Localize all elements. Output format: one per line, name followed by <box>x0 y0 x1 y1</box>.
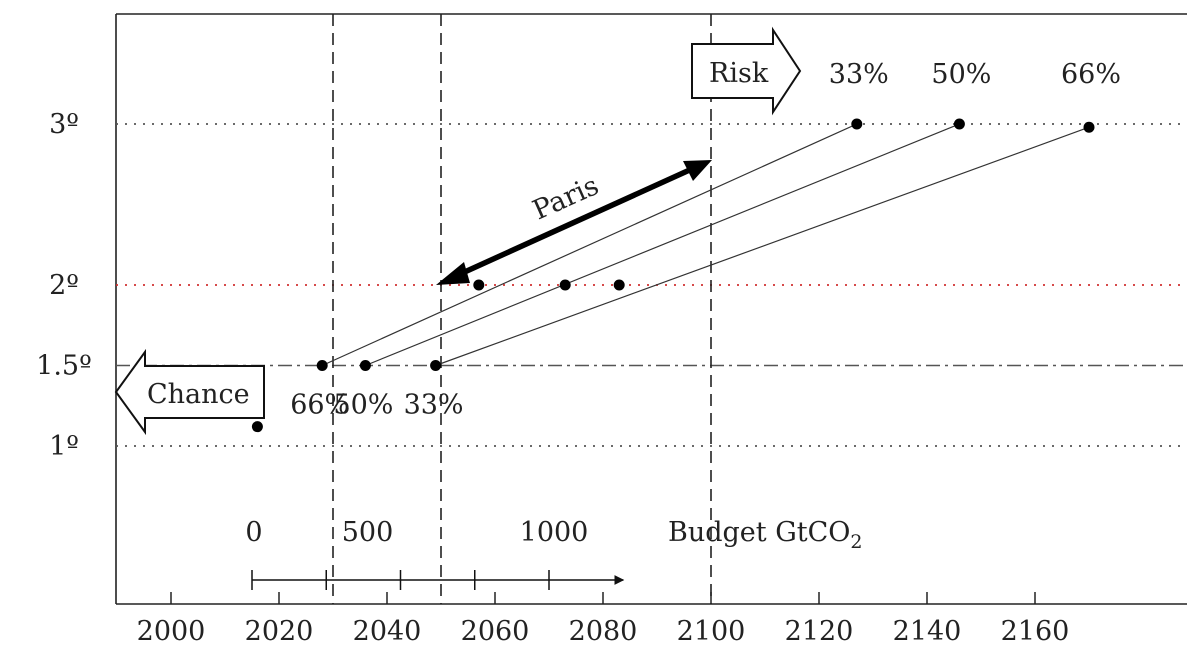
x-tick-label: 2140 <box>893 616 962 647</box>
x-axis: 2000 2020 2040 2060 2080 2100 2120 2140 2160 <box>137 592 1070 647</box>
x-tick-label: 2060 <box>461 616 530 647</box>
budget-axis-title: Budget GtCO2 <box>668 517 863 553</box>
data-point <box>613 279 625 291</box>
series-lines <box>321 123 1090 367</box>
y-axis-labels: 3º 2º 1.5º 1º <box>36 109 92 462</box>
x-tick-label: 2160 <box>1001 616 1070 647</box>
plot-frame <box>115 13 1187 605</box>
x-tick-label: 2000 <box>137 616 206 647</box>
data-points <box>251 118 1095 433</box>
x-tick-label: 2040 <box>353 616 422 647</box>
y-level-label: 1º <box>49 431 79 462</box>
high-percent-label: 33% <box>829 59 889 90</box>
low-percent-label: 33% <box>404 390 464 421</box>
high-percent-label: 50% <box>931 59 991 90</box>
risk-label: Risk <box>709 58 769 89</box>
y-level-label: 2º <box>49 270 79 301</box>
chance-label: Chance <box>147 379 250 410</box>
x-tick-label: 2080 <box>569 616 638 647</box>
risk-arrow: Risk <box>691 26 802 116</box>
paris-label: Paris <box>528 170 603 226</box>
paris-arrow: Paris <box>436 160 712 285</box>
grid-lines <box>116 123 1187 447</box>
data-point <box>430 360 442 371</box>
data-point <box>1083 121 1095 133</box>
data-point <box>473 279 485 291</box>
data-point <box>559 279 571 291</box>
vertical-markers <box>332 14 712 604</box>
chance-arrow: Chance <box>114 348 265 436</box>
data-point <box>359 360 371 371</box>
budget-tick-label: 0 <box>245 517 262 548</box>
x-tick-label: 2120 <box>785 616 854 647</box>
x-tick-label: 2100 <box>677 616 746 647</box>
budget-axis: Budget GtCO2 0 500 1000 <box>245 517 863 590</box>
data-point <box>851 118 863 130</box>
high-percent-label: 66% <box>1061 59 1121 90</box>
series-line <box>435 126 1090 367</box>
data-point <box>953 118 965 130</box>
current-point <box>251 421 263 433</box>
budget-tick-label: 500 <box>342 517 394 548</box>
series-line <box>321 123 858 367</box>
low-percent-label: 66% <box>290 390 350 421</box>
low-percent-label: 50% <box>333 390 393 421</box>
y-level-label: 1.5º <box>36 351 92 382</box>
budget-tick-label: 1000 <box>520 517 589 548</box>
data-point <box>316 360 328 371</box>
percent-labels: 66% 33% 50% 50% 33% 66% <box>290 59 1121 421</box>
y-level-label: 3º <box>49 109 79 140</box>
series-line <box>365 123 960 367</box>
x-tick-label: 2020 <box>245 616 314 647</box>
